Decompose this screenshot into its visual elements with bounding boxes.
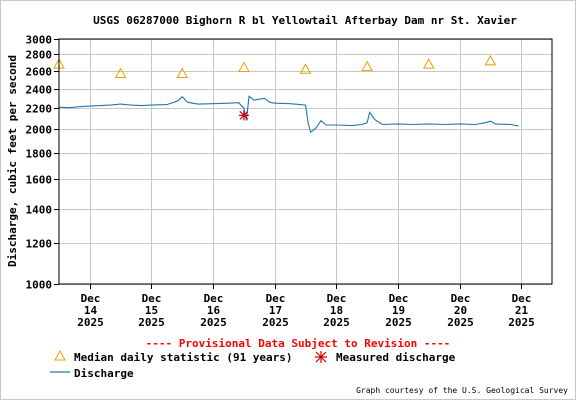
y-tick-label: 1200 (26, 238, 53, 251)
legend: Median daily statistic (91 years) Measur… (50, 349, 456, 380)
median-marker (484, 54, 497, 66)
median-marker (176, 67, 189, 79)
y-tick-labels: 1000 1200 1400 1600 1800 2000 2200 2400 2600 2800… (26, 34, 53, 292)
median-marker (299, 63, 312, 74)
y-tick-label: 1000 (26, 279, 53, 292)
measured-marker (238, 110, 249, 121)
series-layer (53, 54, 519, 134)
y-tick-label: 2600 (26, 66, 53, 79)
x-tick-label: Dec 18 2025 (323, 292, 350, 329)
median-marker (422, 58, 435, 69)
x-tick-labels: Dec 14 2025 Dec 15 2025 Dec 16 2025 Dec 17 2025 Dec 1… (77, 292, 535, 329)
x-tick-label: Dec 16 2025 (200, 292, 227, 329)
credit-text: Graph courtesy of the U.S. Geological Su… (356, 386, 568, 395)
x-tick-label: Dec 20 2025 (447, 292, 474, 329)
y-tick-label: 2400 (26, 84, 53, 97)
median-marker (361, 60, 373, 72)
median-marker (114, 67, 127, 79)
y-tick-label: 2200 (26, 103, 53, 116)
median-marker (238, 61, 250, 73)
provisional-notice: ---- Provisional Data Subject to Revisio… (146, 337, 451, 350)
y-tick-label: 1600 (26, 174, 53, 187)
chart-title: USGS 06287000 Bighorn R bl Yellowtail Af… (93, 14, 517, 27)
legend-measured-label: Measured discharge (336, 351, 456, 364)
x-tick-label: Dec 21 2025 (508, 292, 535, 329)
y-tick-label: 2000 (26, 124, 53, 137)
y-tick-label: 1400 (26, 204, 53, 217)
legend-discharge-label: Discharge (74, 367, 134, 380)
y-axis-label: Discharge, cubic feet per second (6, 55, 19, 267)
y-tick-label: 2800 (26, 49, 53, 62)
x-tick-label: Dec 15 2025 (138, 292, 165, 329)
legend-measured-asterisk-icon (315, 351, 327, 363)
legend-median-label: Median daily statistic (91 years) (74, 351, 293, 364)
x-tick-label: Dec 19 2025 (385, 292, 412, 329)
plot-frame (58, 38, 553, 285)
y-tick-label: 3000 (26, 34, 53, 47)
y-tick-label: 1800 (26, 148, 53, 161)
legend-median-triangle-icon (54, 349, 66, 361)
x-tick-label: Dec 14 2025 (77, 292, 104, 329)
discharge-line (58, 95, 519, 134)
x-tick-label: Dec 17 2025 (262, 292, 289, 329)
